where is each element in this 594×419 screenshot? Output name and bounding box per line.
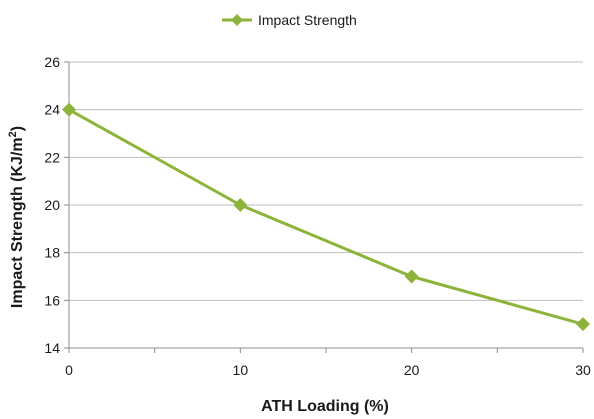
y-axis-title-end: ) xyxy=(9,126,26,131)
series-line xyxy=(68,108,584,326)
x-axis-title: ATH Loading (%) xyxy=(261,398,389,415)
data-point-x0 xyxy=(62,102,76,117)
chart-legend: Impact Strength xyxy=(222,12,357,28)
y-tick-label-22: 22 xyxy=(44,149,60,165)
x-tick-label-0: 0 xyxy=(65,362,73,378)
legend-label: Impact Strength xyxy=(258,12,357,28)
y-tick-label-24: 24 xyxy=(44,102,60,118)
legend-diamond-marker xyxy=(231,14,243,26)
gridlines xyxy=(69,61,583,301)
data-point-x20 xyxy=(404,269,419,284)
y-axis-title-superscript: 2 xyxy=(7,131,19,137)
x-tick-label-20: 20 xyxy=(404,362,420,378)
y-tick-label-26: 26 xyxy=(44,54,60,70)
x-tick-labels: 0 10 20 30 xyxy=(65,362,591,378)
y-axis-title: Impact Strength (KJ/m2) xyxy=(7,126,26,308)
x-tick-label-30: 30 xyxy=(575,362,591,378)
axes xyxy=(64,61,584,353)
y-tick-label-18: 18 xyxy=(44,245,60,261)
series-impact-strength xyxy=(62,102,590,332)
y-tick-label-20: 20 xyxy=(44,197,60,213)
data-point-x10 xyxy=(233,198,248,212)
data-point-x30 xyxy=(576,317,590,332)
y-tick-labels: 14 16 18 20 22 24 26 xyxy=(44,54,60,356)
y-tick-label-16: 16 xyxy=(44,292,60,308)
y-tick-label-14: 14 xyxy=(44,340,60,356)
x-tick-label-10: 10 xyxy=(233,362,249,378)
y-axis-title-main: Impact Strength (KJ/m xyxy=(9,137,26,308)
